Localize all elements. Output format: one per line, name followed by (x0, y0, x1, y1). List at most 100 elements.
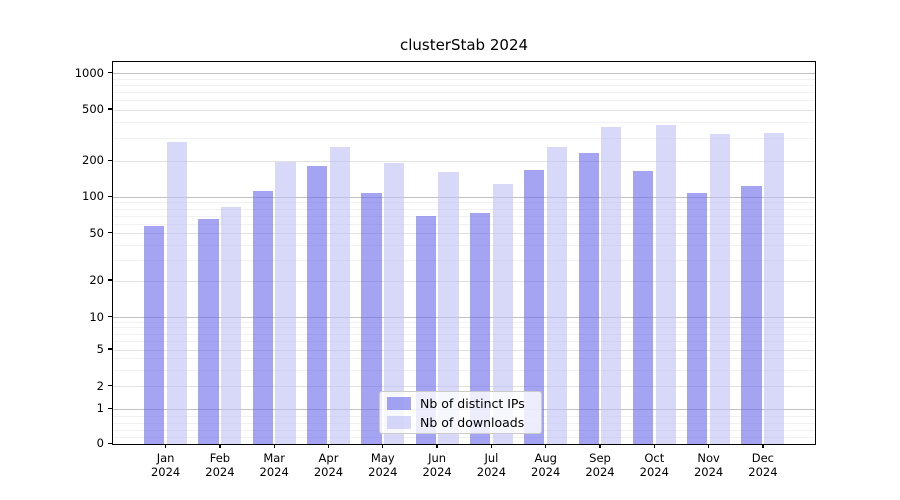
y-gridline-70 (113, 215, 815, 217)
y-gridline-500 (113, 109, 815, 111)
bar-downloads-mar (275, 161, 296, 444)
y-tick-label-1000: 1000 (74, 65, 104, 80)
bar-downloads-jun (438, 171, 459, 444)
y-gridline-2 (113, 386, 815, 387)
bar-distinct-ips-jul (469, 213, 491, 444)
y-tick-mark-5 (108, 348, 112, 350)
y-gridline-80 (113, 208, 815, 210)
y-gridline-9 (113, 321, 815, 323)
bar-distinct-ips-jun (415, 216, 436, 444)
bar-downloads-feb (221, 206, 242, 444)
x-tick-mark-mar (273, 444, 275, 449)
x-tick-label-oct: Oct 2024 (639, 451, 669, 480)
x-tick-mark-jun (436, 444, 438, 449)
y-gridline-400 (113, 121, 815, 123)
y-tick-mark-200 (108, 159, 112, 161)
y-gridline-200 (113, 160, 815, 162)
y-gridline-3 (113, 369, 815, 371)
y-gridline-8 (113, 327, 815, 329)
y-gridline-5 (113, 349, 815, 351)
y-tick-mark-100 (108, 195, 112, 197)
y-tick-label-2: 2 (96, 378, 104, 393)
bar-downloads-may (384, 163, 405, 444)
y-gridline-800 (113, 84, 815, 86)
y-gridline-700 (113, 91, 815, 93)
x-tick-label-dec: Dec 2024 (748, 451, 778, 480)
bar-distinct-ips-jan (144, 226, 165, 444)
x-tick-label-sep: Sep 2024 (585, 451, 615, 480)
y-gridline-4 (113, 358, 815, 360)
legend-label-distinct-ips: Nb of distinct IPs (420, 395, 525, 411)
x-tick-label-apr: Apr 2024 (313, 451, 344, 480)
bar-downloads-oct (655, 124, 676, 444)
y-tick-label-20: 20 (89, 273, 104, 287)
y-gridline-900 (113, 78, 815, 80)
y-gridline-6 (113, 340, 815, 342)
y-tick-mark-0 (108, 442, 112, 444)
y-gridline-50 (113, 233, 815, 235)
x-tick-label-jun: Jun 2024 (422, 451, 452, 480)
plot-area (112, 61, 816, 445)
y-tick-mark-1000 (108, 71, 112, 74)
bar-downloads-dec (764, 132, 785, 444)
bar-downloads-jan (166, 141, 188, 444)
y-tick-label-100: 100 (82, 189, 104, 204)
bar-downloads-apr (329, 146, 350, 444)
y-tick-label-1: 1 (96, 401, 104, 416)
y-gridline-100 (113, 196, 815, 198)
y-gridline-1000 (113, 73, 815, 74)
y-tick-label-10: 10 (89, 309, 104, 324)
x-tick-label-mar: Mar 2024 (259, 451, 289, 480)
bar-downloads-jul (492, 183, 513, 444)
bar-downloads-sep (601, 127, 622, 444)
bar-distinct-ips-mar (252, 190, 273, 444)
y-gridline-600 (113, 99, 815, 101)
y-gridline-7 (113, 333, 815, 335)
x-tick-mark-dec (762, 444, 764, 449)
y-tick-label-200: 200 (82, 153, 104, 168)
x-tick-label-may: May 2024 (368, 451, 398, 480)
y-gridline-30 (113, 259, 815, 261)
y-gridline-90 (113, 202, 815, 204)
y-tick-mark-20 (108, 279, 112, 281)
y-tick-mark-1 (108, 407, 112, 409)
y-tick-label-500: 500 (82, 102, 104, 116)
x-tick-mark-apr (327, 444, 330, 449)
x-tick-label-jan: Jan 2024 (150, 451, 181, 480)
legend-item-distinct-ips: Nb of distinct IPs (380, 396, 541, 411)
legend: Nb of distinct IPs Nb of downloads (379, 391, 542, 434)
legend-item-downloads: Nb of downloads (380, 415, 541, 430)
x-tick-mark-aug (545, 444, 547, 449)
y-gridline-20 (113, 280, 815, 282)
x-tick-label-nov: Nov 2024 (693, 451, 724, 480)
x-tick-mark-jul (490, 444, 493, 449)
y-tick-label-50: 50 (89, 225, 104, 240)
bar-downloads-aug (546, 146, 568, 444)
y-tick-label-5: 5 (96, 342, 104, 356)
x-tick-mark-feb (219, 444, 221, 449)
y-gridline-300 (113, 138, 815, 140)
x-tick-label-feb: Feb 2024 (205, 451, 235, 480)
y-gridline-10 (113, 317, 815, 318)
x-tick-mark-may (382, 444, 384, 449)
legend-swatch-downloads-icon (387, 415, 411, 429)
x-tick-mark-nov (707, 444, 710, 449)
x-tick-mark-oct (653, 444, 655, 449)
x-tick-mark-jan (164, 444, 167, 449)
y-tick-label-0: 0 (96, 436, 104, 451)
bar-distinct-ips-oct (632, 170, 654, 444)
bar-distinct-ips-feb (198, 218, 219, 444)
y-gridline-0_2 (113, 436, 815, 438)
bar-distinct-ips-dec (741, 185, 762, 444)
y-tick-mark-500 (108, 108, 112, 110)
x-tick-label-jul: Jul 2024 (476, 451, 507, 480)
x-tick-label-aug: Aug 2024 (531, 451, 561, 480)
legend-swatch-distinct-ips-icon (387, 396, 411, 410)
bar-distinct-ips-aug (524, 169, 545, 444)
chart-title: clusterStab 2024 (399, 36, 529, 54)
bar-distinct-ips-apr (307, 166, 328, 444)
bar-distinct-ips-nov (687, 192, 708, 444)
y-tick-mark-2 (108, 384, 112, 387)
bar-distinct-ips-sep (578, 153, 599, 444)
